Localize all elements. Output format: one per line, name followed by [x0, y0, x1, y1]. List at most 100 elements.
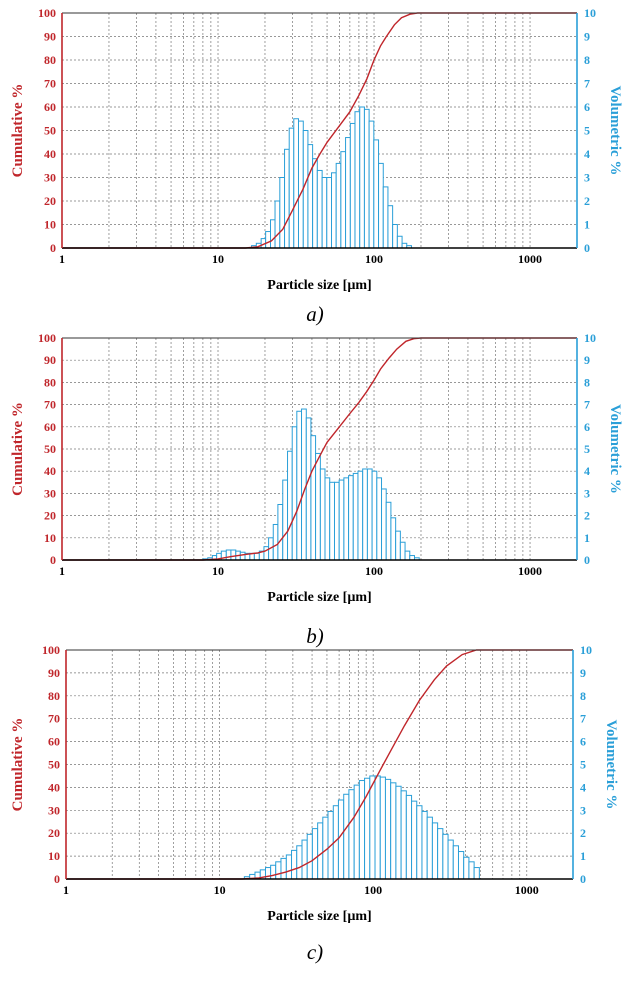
volumetric-bar: [296, 845, 303, 880]
volumetric-bar: [387, 205, 394, 249]
volumetric-bar: [404, 550, 411, 561]
y-right-tick-label: 2: [584, 194, 590, 208]
y-right-tick-label: 2: [584, 509, 590, 523]
y-axis-right-label: Volumetric %: [607, 404, 623, 494]
x-tick-label: 1000: [518, 252, 542, 266]
y-left-tick-label: 100: [38, 6, 56, 20]
y-left-tick-label: 100: [38, 331, 56, 345]
x-tick-label: 100: [365, 564, 383, 578]
volumetric-bar: [270, 864, 277, 880]
x-tick-label: 1: [59, 564, 65, 578]
volumetric-bar: [272, 523, 279, 561]
volumetric-bar: [385, 501, 392, 561]
x-tick-label: 100: [365, 252, 383, 266]
volumetric-bar: [277, 504, 284, 561]
volumetric-bar: [310, 435, 317, 561]
volumetric-bar: [362, 468, 368, 561]
x-tick-label: 10: [214, 883, 226, 897]
volumetric-bar: [348, 475, 354, 561]
x-tick-label: 1000: [515, 883, 539, 897]
volumetric-bar: [307, 144, 314, 249]
volumetric-bar: [338, 479, 345, 561]
y-left-tick-label: 80: [44, 53, 56, 67]
y-left-tick-label: 80: [44, 375, 56, 389]
y-right-tick-label: 3: [584, 171, 590, 185]
grid: [66, 650, 573, 879]
x-axis-label: Particle size [µm]: [267, 590, 371, 605]
y-right-tick-label: 4: [580, 780, 586, 794]
volumetric-bar: [301, 408, 307, 561]
cumulative-line: [62, 12, 577, 249]
volumetric-bar: [348, 789, 355, 880]
y-right-tick-label: 2: [580, 826, 586, 840]
x-tick-label: 1: [59, 252, 65, 266]
volumetric-bar: [253, 552, 260, 561]
volumetric-bar: [468, 861, 475, 880]
y-right-tick-label: 5: [584, 442, 590, 456]
volumetric-bar: [302, 130, 309, 249]
volumetric-bar: [340, 151, 347, 249]
volumetric-bar: [297, 120, 304, 249]
volumetric-bar: [279, 177, 286, 249]
volumetric-bar: [382, 186, 389, 249]
y-left-tick-label: 60: [44, 100, 56, 114]
y-left-tick-label: 50: [48, 758, 60, 772]
volumetric-bar: [359, 106, 365, 249]
y-left-tick-label: 0: [50, 241, 56, 255]
cumulative-line: [66, 649, 573, 880]
volumetric-bar: [374, 775, 381, 880]
volumetric-bar: [379, 776, 386, 880]
y-left-tick-label: 40: [44, 147, 56, 161]
volumetric-bar: [384, 778, 392, 880]
volumetric-bar: [284, 148, 290, 249]
volumetric-bar: [333, 481, 340, 561]
volumetric-bar: [392, 224, 398, 249]
x-axis-label: Particle size [µm]: [267, 278, 371, 293]
y-right-tick-label: 9: [580, 666, 586, 680]
y-left-tick-label: 80: [48, 689, 60, 703]
y-left-tick-label: 70: [44, 77, 56, 91]
y-left-tick-label: 0: [50, 553, 56, 567]
y-right-tick-label: 5: [584, 124, 590, 138]
y-axis-right-label: Volumetric %: [603, 720, 619, 810]
volumetric-bar: [296, 410, 303, 561]
volumetric-bar: [321, 177, 328, 249]
y-right-tick-label: 10: [584, 6, 596, 20]
volumetric-bar: [230, 549, 237, 561]
volumetric-bar: [301, 839, 308, 880]
y-left-tick-label: 30: [44, 486, 56, 500]
volumetric-bar: [312, 158, 318, 249]
volumetric-bar: [285, 854, 293, 880]
volumetric-bar: [280, 857, 287, 880]
y-left-tick-label: 20: [44, 509, 56, 523]
volumetric-bar: [326, 177, 333, 249]
y-right-tick-label: 0: [584, 553, 590, 567]
x-tick-label: 10: [212, 564, 224, 578]
volumetric-bar: [287, 450, 293, 561]
y-left-tick-label: 40: [48, 780, 60, 794]
y-left-tick-label: 10: [44, 531, 56, 545]
y-right-tick-label: 6: [584, 420, 590, 434]
volumetric-bar: [354, 111, 361, 249]
volumetric-bar: [463, 856, 470, 880]
volumetric-bar: [343, 793, 350, 880]
y-right-tick-label: 8: [584, 375, 590, 389]
volumetric-bar: [324, 477, 331, 561]
volumetric-bar: [357, 470, 364, 561]
y-axis-left-label: Cumulative %: [10, 84, 26, 178]
volumetric-bar: [411, 800, 418, 880]
volumetric-bar: [306, 833, 313, 880]
y-left-tick-label: 50: [44, 442, 56, 456]
y-right-tick-label: 8: [584, 53, 590, 67]
y-right-tick-label: 7: [580, 712, 586, 726]
volumetric-bar: [265, 231, 272, 249]
volumetric-bar: [396, 235, 403, 249]
y-axis-right-label: Volumetric %: [607, 86, 623, 176]
volumetric-bar: [376, 477, 383, 561]
y-right-tick-label: 4: [584, 464, 590, 478]
volumetric-bar: [275, 861, 282, 880]
volumetric-bar: [390, 782, 397, 880]
